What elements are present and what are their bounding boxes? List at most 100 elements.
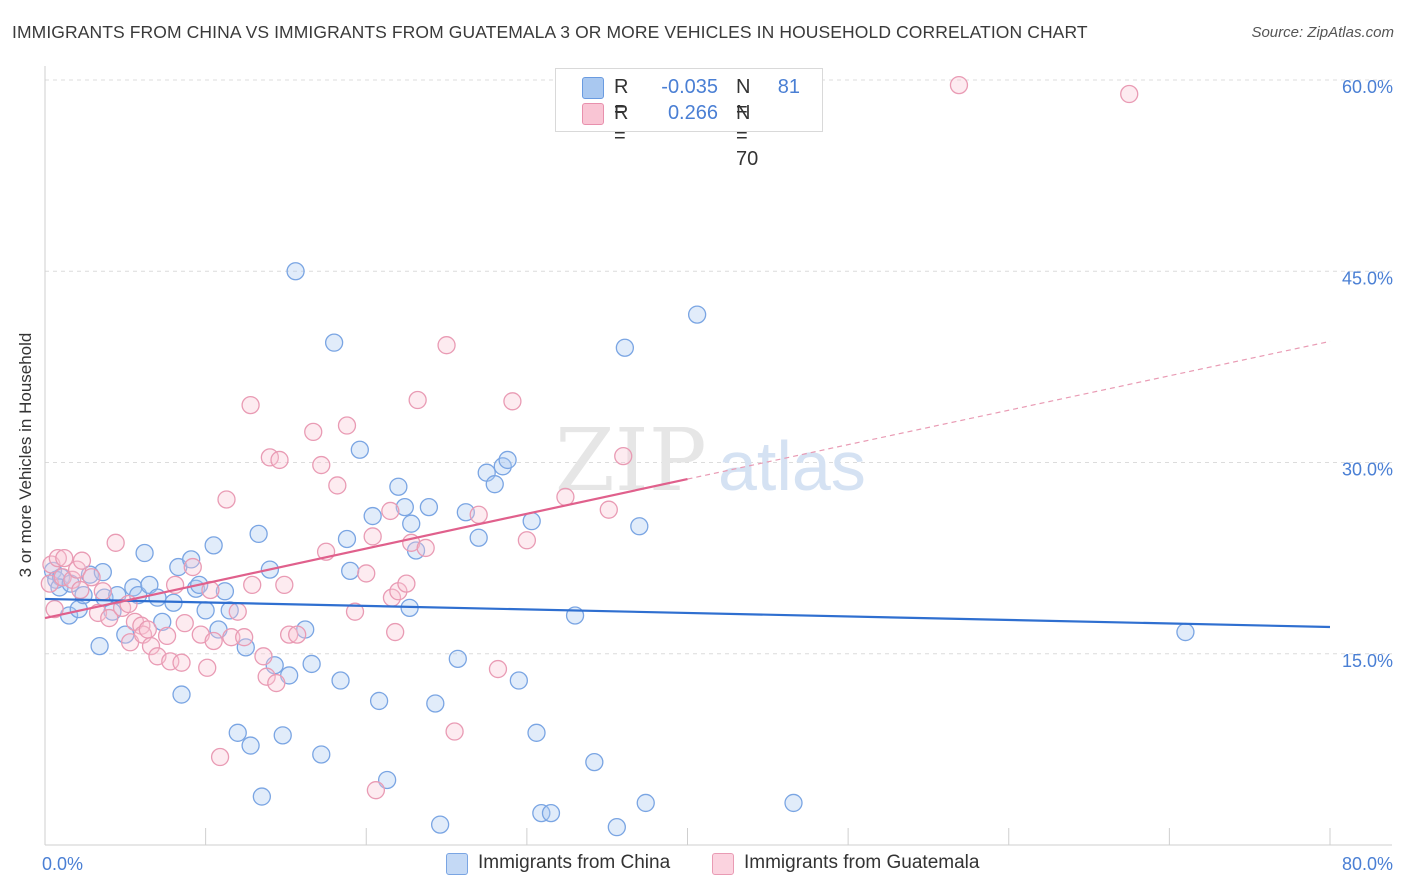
legend-n-label: N = <box>736 76 751 121</box>
legend-r-value: -0.035 <box>661 76 718 98</box>
point-guatemala <box>304 422 323 442</box>
point-china <box>135 543 154 563</box>
point-china <box>228 723 247 742</box>
point-china <box>331 671 350 690</box>
point-china <box>241 736 260 755</box>
source-label: Source: ZipAtlas.com <box>1251 24 1394 41</box>
point-guatemala <box>93 582 112 601</box>
legend-r-label: R = <box>614 76 629 121</box>
point-guatemala <box>243 575 262 595</box>
point-china <box>341 561 360 581</box>
point-guatemala <box>183 557 202 577</box>
point-china <box>337 529 357 549</box>
legend-swatch-guatemala <box>712 853 734 875</box>
point-china <box>389 477 408 496</box>
point-guatemala <box>469 505 488 524</box>
point-china <box>395 497 414 517</box>
point-china <box>1176 622 1195 642</box>
point-guatemala <box>100 608 119 628</box>
point-china <box>532 803 551 823</box>
point-guatemala <box>82 568 101 587</box>
legend-r-value: 0.266 <box>667 102 718 124</box>
point-china <box>324 333 344 352</box>
point-china <box>784 793 803 813</box>
point-guatemala <box>416 538 435 558</box>
watermark-atlas: atlas <box>718 427 866 505</box>
point-china <box>182 550 201 569</box>
point-guatemala <box>254 647 273 666</box>
point-guatemala <box>556 487 575 507</box>
point-china <box>430 815 450 834</box>
point-guatemala <box>275 575 294 595</box>
point-guatemala <box>71 580 90 600</box>
legend-swatch-china <box>582 77 604 99</box>
point-china <box>636 793 655 813</box>
point-china <box>630 517 649 536</box>
point-guatemala <box>437 336 456 355</box>
point-china <box>302 654 321 674</box>
point-guatemala <box>357 564 376 583</box>
point-guatemala <box>175 614 194 633</box>
point-guatemala <box>614 446 633 466</box>
point-guatemala <box>270 450 289 470</box>
point-china <box>687 305 707 324</box>
point-china <box>204 536 223 555</box>
point-guatemala <box>381 501 400 521</box>
point-china <box>350 440 369 459</box>
point-guatemala <box>172 653 191 672</box>
point-guatemala <box>55 548 74 568</box>
point-china <box>90 636 109 656</box>
point-china <box>607 818 626 837</box>
trend-line-china <box>44 597 1331 629</box>
point-guatemala <box>235 628 254 647</box>
point-guatemala <box>222 628 241 647</box>
point-guatemala <box>599 500 618 519</box>
legend-n-label: N = 70 <box>736 102 759 170</box>
point-guatemala <box>488 659 508 679</box>
point-china <box>196 601 215 620</box>
point-china <box>172 685 191 704</box>
point-guatemala <box>328 476 347 495</box>
point-china <box>93 563 112 582</box>
point-guatemala <box>312 455 331 475</box>
y-tick-label: 30.0% <box>1342 460 1393 480</box>
point-china <box>426 694 445 713</box>
x-tick-label-min: 0.0% <box>42 854 83 874</box>
point-guatemala <box>198 658 217 677</box>
point-china <box>448 649 467 668</box>
point-guatemala <box>363 527 382 546</box>
point-guatemala <box>45 599 64 619</box>
point-china <box>469 528 488 547</box>
legend-label-china: Immigrants from China <box>478 852 671 873</box>
point-guatemala <box>228 602 247 621</box>
legend-r-label: R = <box>614 102 629 147</box>
point-china <box>153 612 172 632</box>
watermark: ZIP atlas <box>555 411 866 511</box>
y-axis-label: 3 or more Vehicles in Household <box>16 332 35 578</box>
point-china <box>509 671 528 690</box>
point-china <box>286 262 305 281</box>
trend-extension-guatemala <box>687 340 1331 480</box>
point-guatemala <box>445 722 464 741</box>
tick-labels: 15.0% 30.0% 45.0% 60.0% 0.0% 80.0% <box>42 77 1393 874</box>
y-tick-label: 15.0% <box>1342 651 1393 671</box>
legend-label-guatemala: Immigrants from Guatemala <box>744 852 980 873</box>
point-china <box>585 752 604 772</box>
point-china <box>402 514 421 533</box>
point-guatemala <box>386 622 405 642</box>
point-guatemala <box>288 625 307 644</box>
point-guatemala <box>337 416 357 435</box>
point-china <box>527 723 546 742</box>
point-guatemala <box>48 548 67 568</box>
point-guatemala <box>157 626 177 646</box>
legend-swatch-china <box>446 853 468 875</box>
point-guatemala <box>88 603 108 623</box>
point-guatemala <box>267 673 286 693</box>
data-points <box>40 75 1195 837</box>
chart-title: IMMIGRANTS FROM CHINA VS IMMIGRANTS FROM… <box>12 22 1088 42</box>
point-china <box>541 803 561 823</box>
point-guatemala <box>138 620 157 639</box>
axes <box>44 66 1392 846</box>
point-guatemala <box>366 781 386 800</box>
